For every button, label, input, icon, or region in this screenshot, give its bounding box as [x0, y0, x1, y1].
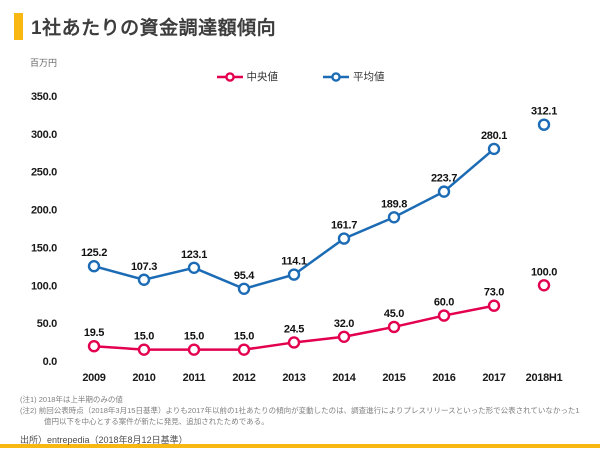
svg-text:19.5: 19.5 [84, 327, 104, 339]
svg-text:107.3: 107.3 [131, 261, 157, 273]
svg-text:250.0: 250.0 [31, 167, 57, 179]
svg-text:200.0: 200.0 [31, 205, 57, 217]
svg-text:24.5: 24.5 [284, 323, 304, 335]
svg-text:15.0: 15.0 [234, 331, 254, 343]
svg-text:123.1: 123.1 [181, 249, 207, 261]
page-title: 1社あたりの資金調達額傾向 [31, 18, 277, 39]
svg-text:0.0: 0.0 [43, 356, 58, 368]
svg-text:32.0: 32.0 [334, 318, 354, 330]
bottom-accent-bar [0, 444, 600, 448]
svg-text:2012: 2012 [232, 372, 255, 384]
svg-text:2011: 2011 [183, 372, 206, 384]
svg-text:125.2: 125.2 [81, 247, 107, 259]
svg-text:2016: 2016 [432, 372, 455, 384]
footnote-2: (注2) 前回公表時点（2018年3月15日基準）よりも2017年以前の1社あた… [20, 405, 580, 426]
svg-text:312.1: 312.1 [531, 106, 557, 118]
svg-text:280.1: 280.1 [481, 130, 507, 142]
svg-text:350.0: 350.0 [31, 91, 57, 103]
legend-item-average: 平均値 [322, 69, 385, 84]
title-accent-bar [14, 13, 23, 40]
svg-text:95.4: 95.4 [234, 270, 255, 282]
svg-text:114.1: 114.1 [281, 256, 307, 268]
svg-text:50.0: 50.0 [37, 318, 57, 330]
footnote-1: (注1) 2018年は上半期のみの値 [20, 395, 123, 404]
svg-text:150.0: 150.0 [31, 242, 57, 254]
legend-label-average: 平均値 [353, 71, 385, 83]
svg-text:2009: 2009 [82, 372, 105, 384]
svg-text:15.0: 15.0 [184, 331, 204, 343]
svg-text:100.0: 100.0 [31, 280, 57, 292]
average-line-marker-icon [323, 71, 349, 82]
chart-legend: 中央値 平均値 [0, 69, 600, 84]
svg-text:223.7: 223.7 [431, 173, 457, 185]
legend-label-median: 中央値 [246, 71, 279, 83]
title-row: 1社あたりの資金調達額傾向 [14, 13, 276, 40]
svg-text:161.7: 161.7 [331, 220, 357, 232]
footnotes: (注1) 2018年は上半期のみの値 (注2) 前回公表時点（2018年3月15… [20, 395, 585, 446]
source-citation: 出所）entrepedia（2018年8月12日基準） [20, 434, 188, 445]
svg-text:45.0: 45.0 [384, 308, 404, 320]
svg-text:100.0: 100.0 [531, 266, 557, 278]
svg-text:73.0: 73.0 [484, 287, 504, 299]
svg-text:2017: 2017 [482, 372, 505, 384]
svg-text:2015: 2015 [382, 372, 405, 384]
svg-text:189.8: 189.8 [381, 198, 407, 210]
svg-text:2018H1: 2018H1 [526, 372, 563, 384]
svg-text:15.0: 15.0 [134, 331, 154, 343]
svg-text:300.0: 300.0 [31, 129, 57, 141]
svg-text:2013: 2013 [282, 372, 305, 384]
svg-text:2014: 2014 [332, 372, 356, 384]
svg-text:2010: 2010 [132, 372, 155, 384]
y-axis-unit-label: 百万円 [29, 58, 57, 68]
legend-item-median: 中央値 [216, 69, 279, 84]
median-line-marker-icon [216, 71, 243, 82]
svg-text:60.0: 60.0 [434, 297, 454, 309]
